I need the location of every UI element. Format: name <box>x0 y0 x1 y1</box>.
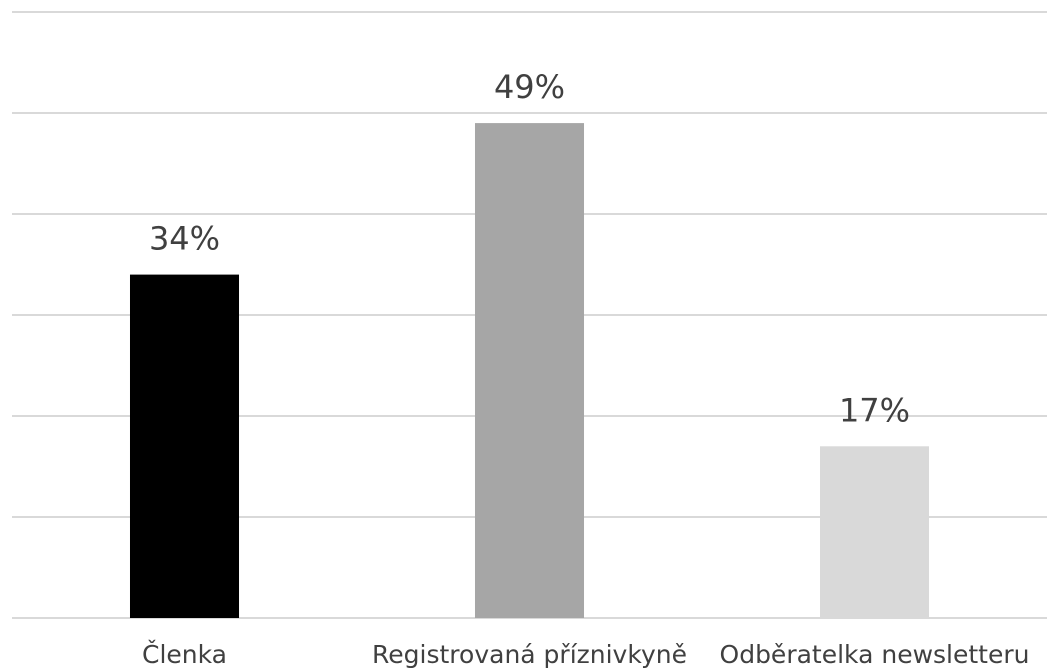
x-tick-label: Odběratelka newsletteru <box>720 640 1030 669</box>
bar <box>819 446 930 618</box>
data-label: 49% <box>494 68 565 106</box>
x-tick-label: Členka <box>142 639 227 669</box>
data-label: 17% <box>839 391 910 429</box>
bar <box>129 274 240 618</box>
data-label: 34% <box>149 220 220 258</box>
bar <box>474 123 585 618</box>
x-tick-label: Registrovaná příznivkyně <box>372 640 687 669</box>
